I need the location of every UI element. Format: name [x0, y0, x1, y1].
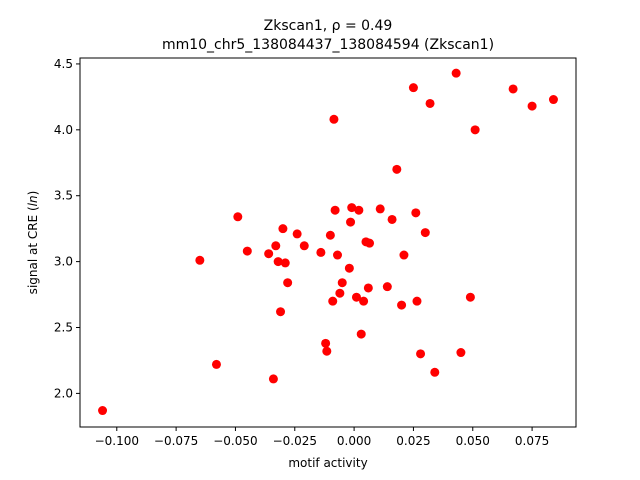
- y-axis-label-suffix: ): [26, 191, 40, 196]
- data-point: [292, 229, 302, 239]
- data-point: [365, 238, 375, 248]
- data-point: [98, 406, 108, 416]
- plot-area: −0.100 −0.075 −0.050 −0.025 0.000 0.025 0.050 0…: [54, 57, 577, 448]
- data-point: [508, 84, 518, 94]
- x-tick-label: −0.100: [95, 434, 139, 448]
- data-point: [233, 212, 243, 222]
- data-point: [273, 257, 283, 267]
- x-tick-label: −0.075: [154, 434, 198, 448]
- data-point: [280, 258, 290, 268]
- data-point: [316, 247, 326, 257]
- data-points: [98, 68, 558, 416]
- data-point: [268, 374, 278, 384]
- data-point: [337, 278, 347, 288]
- data-point: [332, 250, 342, 260]
- x-tick-label: 0.075: [515, 434, 549, 448]
- data-point: [322, 346, 332, 356]
- data-point: [425, 98, 435, 108]
- axes-frame: [79, 57, 577, 428]
- y-axis-label-italic: ln: [26, 195, 40, 206]
- x-tick-label: −0.025: [273, 434, 317, 448]
- y-tick-label: 3.5: [54, 189, 73, 203]
- y-axis-ticks: 2.0 2.5 3.0 3.5 4.0 4.5: [54, 57, 80, 400]
- data-point: [392, 164, 402, 174]
- data-point: [416, 349, 426, 359]
- data-point: [408, 83, 418, 93]
- x-tick-label: 0.000: [337, 434, 371, 448]
- x-axis-ticks: −0.100 −0.075 −0.050 −0.025 0.000 0.025 0.050 0…: [95, 427, 549, 448]
- chart-title-line1: Zkscan1, ρ = 0.49: [264, 18, 393, 34]
- data-point: [397, 300, 407, 310]
- y-tick-label: 4.5: [54, 57, 73, 71]
- data-point: [465, 292, 475, 302]
- data-point: [211, 359, 221, 369]
- data-point: [363, 283, 373, 293]
- data-point: [195, 255, 205, 265]
- data-point: [328, 296, 338, 306]
- y-tick-label: 2.5: [54, 321, 73, 335]
- data-point: [299, 241, 309, 251]
- data-point: [411, 208, 421, 218]
- data-point: [329, 114, 339, 124]
- data-point: [346, 217, 356, 227]
- data-point: [264, 249, 274, 259]
- data-point: [470, 125, 480, 135]
- x-tick-label: −0.050: [213, 434, 257, 448]
- x-tick-label: 0.025: [396, 434, 430, 448]
- chart-title-line2: mm10_chr5_138084437_138084594 (Zkscan1): [162, 37, 494, 53]
- data-point: [356, 329, 366, 339]
- data-point: [399, 250, 409, 260]
- data-point: [344, 263, 354, 273]
- y-tick-label: 4.0: [54, 123, 73, 137]
- data-point: [375, 204, 385, 214]
- data-point: [276, 307, 286, 317]
- data-point: [335, 288, 345, 298]
- data-point: [456, 348, 466, 358]
- data-point: [420, 228, 430, 238]
- data-point: [321, 338, 331, 348]
- data-point: [347, 203, 357, 213]
- data-point: [548, 95, 558, 105]
- data-point: [382, 282, 392, 292]
- x-axis-label: motif activity: [288, 456, 367, 470]
- data-point: [430, 367, 440, 377]
- data-point: [271, 241, 281, 251]
- data-point: [354, 205, 364, 215]
- data-point: [351, 292, 361, 302]
- data-point: [278, 224, 288, 234]
- data-point: [527, 101, 537, 111]
- data-point: [359, 296, 369, 306]
- y-axis-label: signal at CRE (ln): [26, 191, 40, 295]
- data-point: [451, 68, 461, 78]
- data-point: [242, 246, 252, 256]
- data-point: [387, 214, 397, 224]
- y-tick-label: 2.0: [54, 386, 73, 400]
- x-tick-label: 0.050: [456, 434, 490, 448]
- data-point: [330, 205, 340, 215]
- y-tick-label: 3.0: [54, 255, 73, 269]
- y-axis-label-prefix: signal at CRE (: [26, 206, 40, 294]
- data-point: [325, 230, 335, 240]
- data-point: [283, 278, 293, 288]
- data-point: [412, 296, 422, 306]
